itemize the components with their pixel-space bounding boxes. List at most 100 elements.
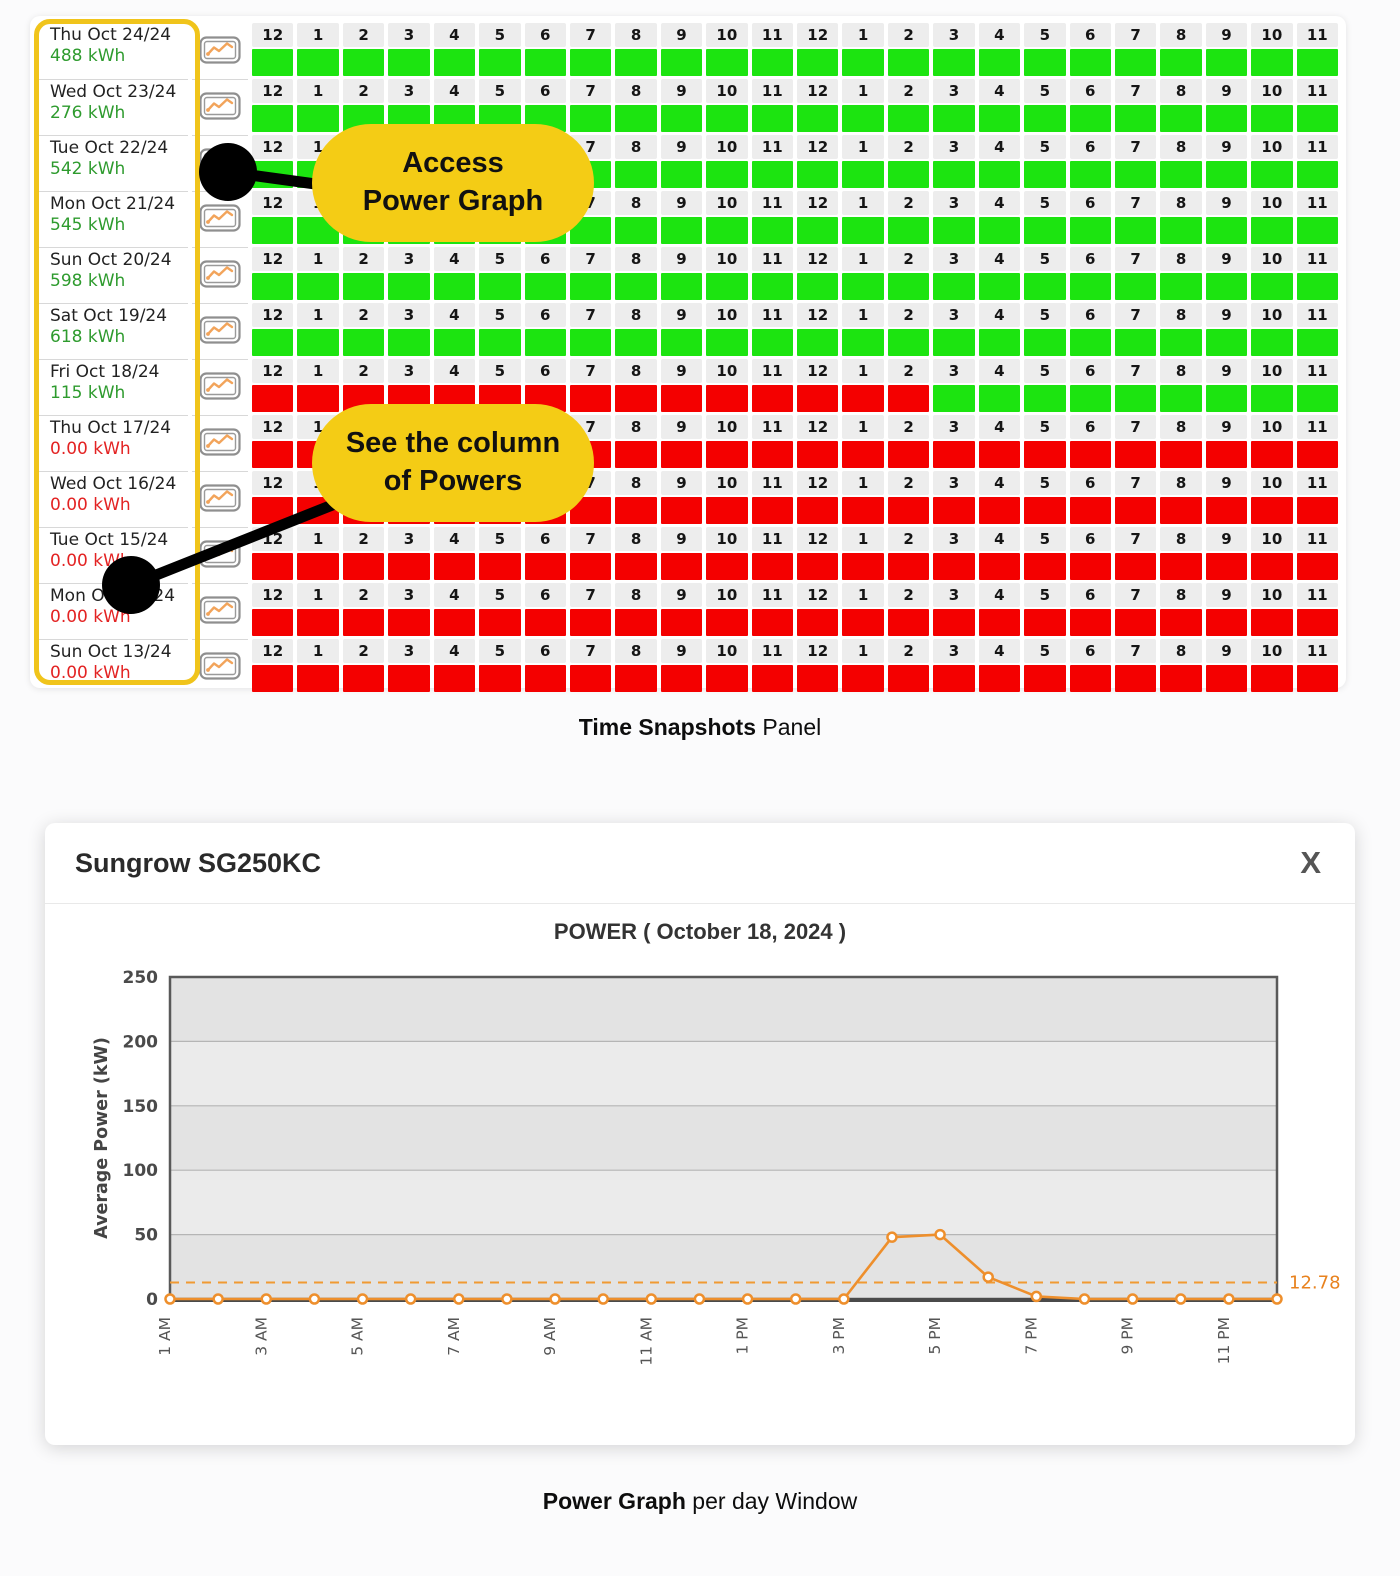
hour-status-cell: [615, 553, 657, 580]
data-point-marker: [789, 1293, 802, 1305]
data-point-marker: [1078, 1293, 1091, 1305]
hour-status-cell: [842, 217, 884, 244]
power-graph-button[interactable]: [196, 202, 244, 235]
power-graph-button[interactable]: [196, 482, 244, 515]
power-graph-button[interactable]: [196, 33, 244, 66]
hour-status-cell: [252, 217, 294, 244]
hour-status-cell: [388, 329, 430, 356]
hour-status-cell: [1251, 217, 1293, 244]
hour-label: 9: [1205, 527, 1248, 551]
hour-status-cell: [1024, 105, 1066, 132]
hour-label: 2: [887, 303, 930, 327]
hour-label: 1: [842, 359, 884, 383]
hour-label: 11: [1296, 415, 1338, 439]
time-snapshots-panel: Thu Oct 24/24 488 kWh 12 1 2 3 4 5 6 7 8 9 10 11 12 1 2 3…: [30, 16, 1346, 692]
hour-status-cell: [388, 49, 430, 76]
hour-status-cell: [887, 665, 930, 692]
hour-status-cell: [797, 49, 839, 76]
hour-label: 2: [887, 639, 930, 663]
hour-status-cell: [706, 273, 748, 300]
hour-status-cell: [297, 553, 339, 580]
hour-status-cell: [524, 609, 566, 636]
power-graph-button[interactable]: [196, 538, 244, 571]
hour-status-cell: [479, 665, 521, 692]
hour-label: 8: [615, 247, 657, 271]
hour-label: 4: [978, 303, 1021, 327]
day-date: Thu Oct 24/24: [50, 25, 172, 45]
day-row: Thu Oct 24/24 488 kWh 12 1 2 3 4 5 6 7 8 9 10 11 12 1 2 3…: [36, 22, 1338, 78]
power-graph-button[interactable]: [196, 594, 244, 627]
hour-label: 9: [1205, 79, 1248, 103]
hour-status-cell: [524, 553, 566, 580]
hour-label: 7: [1114, 639, 1157, 663]
hour-label: 10: [706, 359, 748, 383]
hour-label: 10: [1251, 583, 1293, 607]
hour-label: 5: [1024, 191, 1066, 215]
hour-label: 4: [978, 359, 1021, 383]
hour-label: 12: [797, 415, 839, 439]
power-chart: 0 50 100 150 200 250 12.78 1 AM 3 AM 5 AM 7 AM 9 AM…: [92, 968, 1341, 1366]
hour-label: 2: [887, 79, 930, 103]
hour-label: 6: [1069, 471, 1111, 495]
power-graph-button[interactable]: [196, 90, 244, 123]
hour-status-cell: [433, 329, 476, 356]
hour-label: 12: [252, 639, 294, 663]
hour-label: 11: [751, 359, 793, 383]
hour-status-cell: [1160, 665, 1202, 692]
power-graph-button[interactable]: [196, 146, 244, 179]
hour-status-cell: [1160, 553, 1202, 580]
hour-label: 4: [433, 583, 476, 607]
hour-status-cell: [887, 385, 930, 412]
hour-status-cell: [751, 49, 793, 76]
line-chart-icon: [199, 428, 241, 456]
hour-label: 10: [706, 471, 748, 495]
close-button[interactable]: X: [1300, 845, 1321, 880]
power-graph-button[interactable]: [196, 650, 244, 683]
power-graph-button[interactable]: [196, 370, 244, 403]
hour-label: 10: [1251, 415, 1293, 439]
plot-band: [170, 1170, 1277, 1235]
callout-access-power-graph: Access Power Graph: [312, 124, 594, 242]
hour-status-cell: [751, 217, 793, 244]
hour-status-cell: [433, 553, 476, 580]
window-caption: Power Graph per day Window: [0, 1488, 1400, 1515]
hour-status-cell: [1160, 385, 1202, 412]
y-tick-label: 200: [123, 1032, 159, 1052]
power-graph-button[interactable]: [196, 258, 244, 291]
hour-label: 1: [297, 639, 339, 663]
power-graph-button[interactable]: [196, 314, 244, 347]
x-tick-label: 3 PM: [830, 1317, 848, 1355]
hour-status-cell: [1024, 553, 1066, 580]
hour-status-cell: [1296, 49, 1338, 76]
hour-status-cell: [887, 161, 930, 188]
hour-label: 6: [1069, 639, 1111, 663]
hour-label: 3: [933, 247, 975, 271]
hour-label: 8: [1160, 471, 1202, 495]
hour-status-cell: [342, 329, 385, 356]
hour-status-cell: [933, 497, 975, 524]
hour-label: 3: [933, 191, 975, 215]
hour-status-cell: [706, 385, 748, 412]
day-label: Sat Oct 19/24 618 kWh: [36, 303, 188, 356]
hour-label: 5: [479, 79, 521, 103]
hour-status-cell: [1069, 553, 1111, 580]
hour-status-cell: [1205, 273, 1248, 300]
hour-status-cell: [933, 609, 975, 636]
hour-label: 5: [1024, 23, 1066, 47]
hour-label: 11: [751, 583, 793, 607]
power-graph-button[interactable]: [196, 426, 244, 459]
hour-status-cell: [842, 105, 884, 132]
hour-label: 3: [388, 303, 430, 327]
hour-label: 1: [842, 79, 884, 103]
hour-label: 9: [660, 471, 703, 495]
panel-caption: Time Snapshots Panel: [0, 714, 1400, 741]
hour-status-cell: [252, 329, 294, 356]
hour-label: 5: [1024, 359, 1066, 383]
x-tick-label: 7 AM: [445, 1317, 463, 1356]
hour-label: 9: [1205, 135, 1248, 159]
hour-status-cell: [751, 105, 793, 132]
hour-status-cell: [933, 105, 975, 132]
hour-status-cell: [797, 105, 839, 132]
hour-label: 4: [978, 527, 1021, 551]
hour-status-cell: [751, 161, 793, 188]
